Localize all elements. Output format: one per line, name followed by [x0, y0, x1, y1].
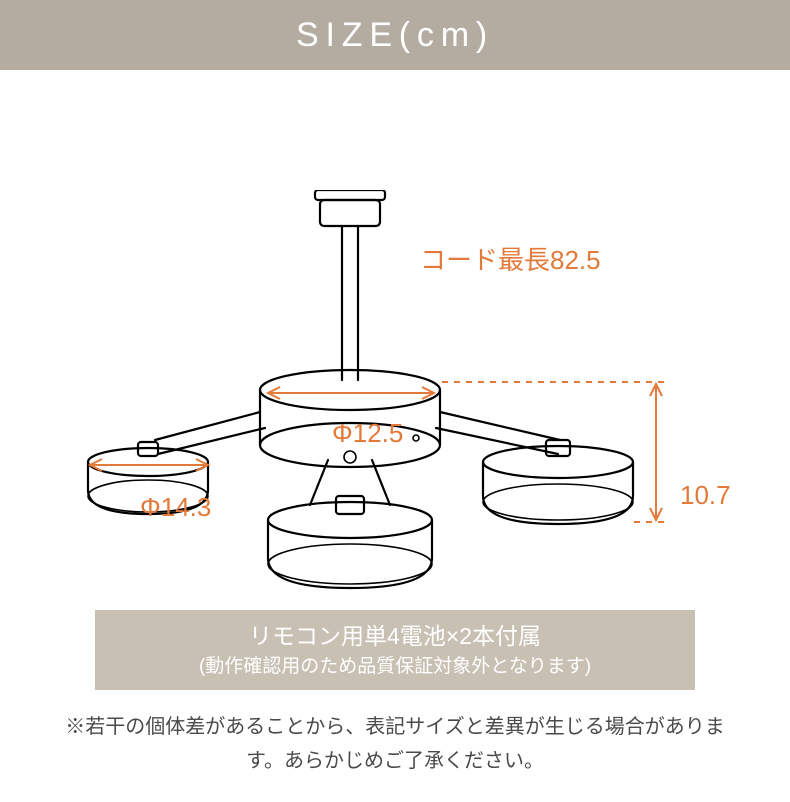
battery-main: リモコン用単4電池×2本付属 [249, 619, 541, 654]
battery-note: リモコン用単4電池×2本付属 (動作確認用のため品質保証対象外となります) [95, 610, 695, 690]
ann-body-d: Φ12.5 [332, 418, 403, 449]
ann-height: 10.7 [680, 480, 731, 511]
disclaimer-text: ※若干の個体差があることから、表記サイズと差異が生じる場合があります。あらかじめ… [60, 710, 730, 778]
page-root: SIZE(cm) [0, 0, 790, 802]
header-bar: SIZE(cm) [0, 0, 790, 70]
battery-sub: (動作確認用のため品質保証対象外となります) [199, 653, 591, 682]
dim-lamp-diameter [90, 459, 208, 471]
ann-lamp-d: Φ14.3 [140, 492, 211, 523]
diagram-area: コード最長82.5 Φ12.5 Φ14.3 10.7 [0, 70, 790, 590]
dim-body-diameter [268, 387, 434, 399]
ann-cord: コード最長82.5 [420, 240, 601, 277]
header-title: SIZE(cm) [296, 16, 494, 55]
